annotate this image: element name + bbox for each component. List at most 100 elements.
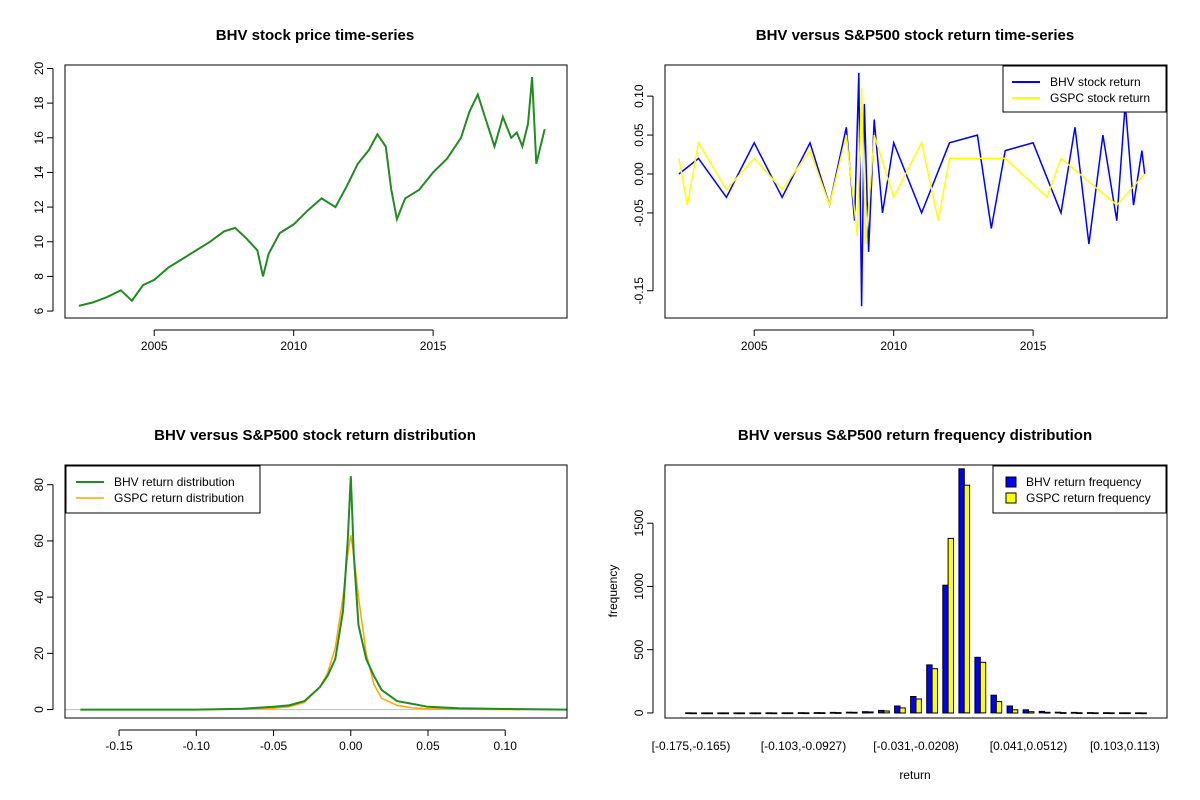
return-ts-x-tick-label: 2005 xyxy=(741,339,768,353)
gspc-frequency-bar xyxy=(754,712,762,715)
gspc-frequency-bar xyxy=(1028,711,1035,714)
bhv-return-series-line xyxy=(678,72,1146,307)
price-y-tick-label: 10 xyxy=(32,235,46,249)
density-x-tick-label: 0.10 xyxy=(494,739,518,753)
return-ts-y-tick-label: 0.00 xyxy=(632,162,646,186)
density-legend: BHV return distribution GSPC return dist… xyxy=(65,465,261,514)
return-ts-y-tick-label: -0.15 xyxy=(632,277,646,305)
density-plot-frame xyxy=(64,464,568,719)
frequency-y-axis-label: frequency xyxy=(606,565,620,618)
panel-return-timeseries: BHV versus S&P500 stock return time-seri… xyxy=(632,27,1168,353)
return-ts-chart-title: BHV versus S&P500 stock return time-seri… xyxy=(756,27,1074,44)
bhv-frequency-bar xyxy=(974,656,981,714)
bhv-frequency-bar xyxy=(1086,712,1094,714)
gspc-return-series-line xyxy=(678,88,1146,245)
gspc-frequency-bar xyxy=(899,707,906,714)
gspc-frequency-bar xyxy=(690,712,697,715)
frequency-x-tick-label: [-0.175,-0.165) xyxy=(652,739,731,753)
bhv-frequency-bar xyxy=(813,712,821,714)
gspc-frequency-bar xyxy=(1011,709,1019,714)
gspc-frequency-bar xyxy=(819,712,826,715)
return-ts-y-tick-label: -0.05 xyxy=(632,199,646,227)
return-ts-x-tick-label: 2010 xyxy=(880,339,907,353)
gspc-return-legend-label: GSPC stock return xyxy=(1050,91,1150,105)
bhv-frequency-bar xyxy=(990,694,997,714)
density-chart-title: BHV versus S&P500 stock return distribut… xyxy=(154,427,476,444)
price-x-tick-label: 2005 xyxy=(141,339,168,353)
density-x-tick-label: -0.10 xyxy=(183,739,211,753)
bhv-density-curve xyxy=(80,476,568,711)
density-y-tick-label: 0 xyxy=(32,706,46,713)
panel-return-density: BHV versus S&P500 stock return distribut… xyxy=(32,427,568,753)
price-series-line xyxy=(78,77,546,307)
gspc-frequency-bar xyxy=(867,711,874,714)
return-ts-x-tick-label: 2015 xyxy=(1020,339,1047,353)
bhv-frequency-bar xyxy=(797,712,805,715)
bhv-return-legend-label: BHV stock return xyxy=(1050,75,1141,89)
bhv-frequency-bar xyxy=(1022,709,1029,714)
gspc-frequency-bar xyxy=(835,712,842,714)
bhv-frequency-bar xyxy=(861,711,869,714)
frequency-y-tick-label: 0 xyxy=(632,709,646,716)
gspc-frequency-bar xyxy=(706,712,713,715)
gspc-frequency-bar xyxy=(979,661,987,714)
gspc-frequency-bar xyxy=(963,484,971,714)
bhv-frequency-bar xyxy=(926,664,933,714)
frequency-x-tick-label: [-0.031,-0.0208) xyxy=(873,739,958,753)
bhv-frequency-bar xyxy=(894,705,901,714)
bhv-frequency-bar xyxy=(749,712,756,715)
bhv-frequency-bar xyxy=(685,712,692,715)
gspc-frequency-bar xyxy=(1124,712,1131,715)
gspc-frequency-bar xyxy=(722,712,730,715)
frequency-x-axis-label: return xyxy=(899,768,930,782)
density-x-tick-label: 0.00 xyxy=(339,739,363,753)
bhv-frequency-bar xyxy=(910,696,917,714)
gspc-frequency-bar xyxy=(786,712,794,715)
gspc-frequency-bar xyxy=(1060,712,1067,714)
panel-price-timeseries: BHV stock price time-series 2005 2010 2015… xyxy=(32,27,568,353)
bhv-frequency-legend-swatch xyxy=(1005,476,1017,488)
gspc-frequency-bar xyxy=(1076,712,1083,715)
density-x-tick-label: -0.15 xyxy=(105,739,133,753)
bhv-density-legend-label: BHV return distribution xyxy=(114,475,235,489)
price-y-tick-label: 14 xyxy=(32,165,46,179)
frequency-x-tick-label: [-0.103,-0.0927) xyxy=(761,739,846,753)
frequency-y-tick-label: 1000 xyxy=(632,573,646,600)
bhv-frequency-bar xyxy=(733,712,740,715)
frequency-legend: BHV return frequency GSPC return frequen… xyxy=(992,465,1167,514)
density-legend-box xyxy=(65,465,261,514)
gspc-frequency-bar xyxy=(738,712,746,715)
bhv-frequency-bar xyxy=(958,468,965,714)
density-x-tick-label: -0.05 xyxy=(260,739,288,753)
frequency-x-tick-label: [0.103,0.113) xyxy=(1090,739,1160,753)
bhv-frequency-bar xyxy=(1103,712,1110,715)
return-ts-y-tick-label: 0.05 xyxy=(632,123,646,147)
density-y-tick-label: 20 xyxy=(32,646,46,660)
price-y-tick-label: 12 xyxy=(32,200,46,214)
bhv-frequency-bar xyxy=(845,711,853,714)
bhv-frequency-bar xyxy=(942,584,949,714)
frequency-y-tick-label: 1500 xyxy=(632,510,646,537)
bhv-frequency-bar xyxy=(1054,711,1062,714)
gspc-density-curve xyxy=(196,535,521,711)
price-y-tick-label: 6 xyxy=(32,307,46,314)
frequency-y-tick-label: 500 xyxy=(632,639,646,659)
gspc-frequency-bar xyxy=(947,537,954,714)
gspc-density-legend-label: GSPC return distribution xyxy=(114,491,244,505)
return-ts-legend: BHV stock return GSPC stock return xyxy=(1002,65,1167,113)
bhv-frequency-bar xyxy=(701,712,708,715)
price-x-tick-label: 2015 xyxy=(420,339,447,353)
return-ts-legend-box xyxy=(1002,65,1167,113)
bhv-frequency-bar xyxy=(829,711,837,714)
price-y-tick-label: 20 xyxy=(32,61,46,75)
density-y-tick-label: 40 xyxy=(32,590,46,604)
density-x-tick-label: 0.05 xyxy=(416,739,440,753)
frequency-legend-box xyxy=(992,465,1167,514)
density-y-tick-label: 60 xyxy=(32,534,46,548)
bhv-frequency-bar xyxy=(1135,712,1142,715)
gspc-frequency-bar xyxy=(1092,712,1099,715)
gspc-frequency-legend-label: GSPC return frequency xyxy=(1026,491,1151,505)
bhv-frequency-bar xyxy=(1119,712,1126,715)
gspc-frequency-bar xyxy=(915,698,922,714)
